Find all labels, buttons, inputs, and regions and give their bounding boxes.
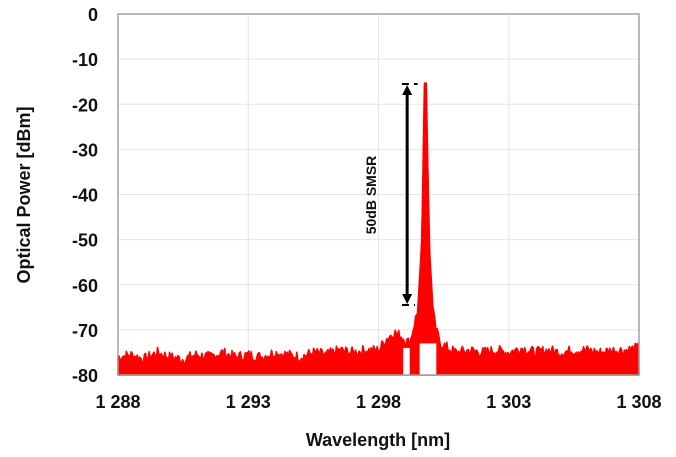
x-tick-label: 1 308 <box>616 392 661 412</box>
y-axis-ticks: 0 -10 -20 -30 -40 -50 -60 -70 -80 <box>72 5 98 386</box>
plot-frame <box>117 13 640 376</box>
x-axis-title: Wavelength [nm] <box>306 430 450 450</box>
smsr-label: 50dB SMSR <box>363 156 379 235</box>
x-tick-label: 1 288 <box>95 392 140 412</box>
x-tick-label: 1 293 <box>226 392 271 412</box>
y-tick-label: 0 <box>88 5 98 25</box>
y-tick-label: -20 <box>72 95 98 115</box>
spectrum-trace <box>117 82 640 376</box>
x-axis-ticks: 1 288 1 293 1 298 1 303 1 308 <box>95 392 661 412</box>
y-tick-label: -30 <box>72 140 98 160</box>
y-tick-label: -10 <box>72 50 98 70</box>
x-tick-label: 1 303 <box>486 392 531 412</box>
x-tick-label: 1 298 <box>356 392 401 412</box>
y-tick-label: -60 <box>72 276 98 296</box>
smsr-annotation <box>401 82 418 307</box>
y-tick-label: -50 <box>72 231 98 251</box>
y-axis-title: Optical Power [dBm] <box>14 106 34 283</box>
y-tick-label: -40 <box>72 186 98 206</box>
y-tick-label: -80 <box>72 366 98 386</box>
y-tick-label: -70 <box>72 321 98 341</box>
